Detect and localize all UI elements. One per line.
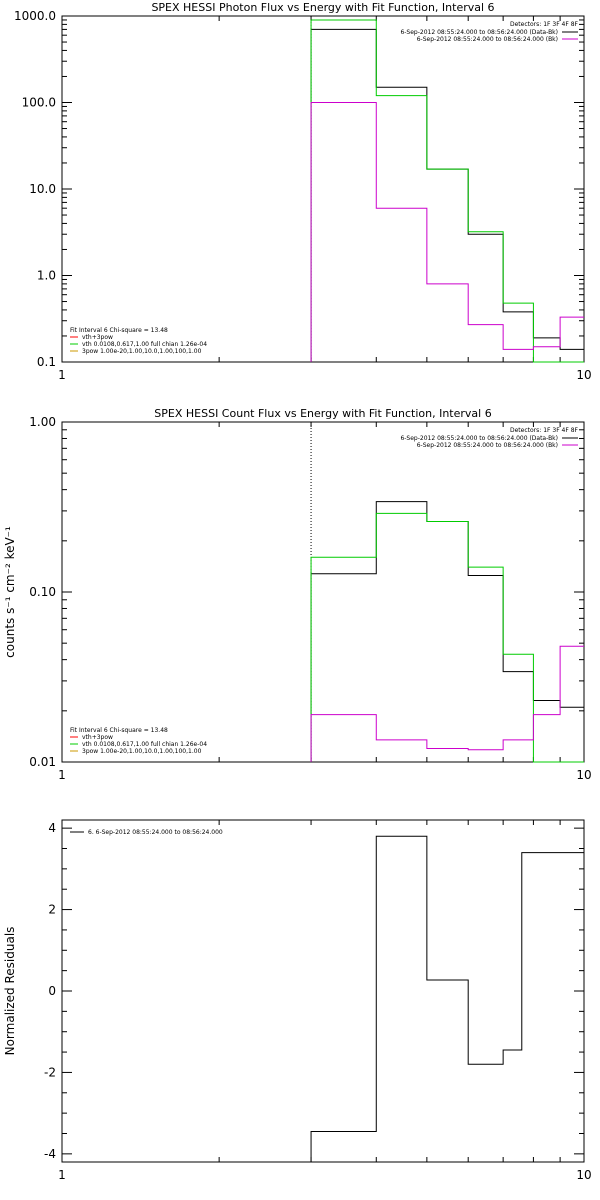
- series-line-1-0: [310, 501, 584, 762]
- y-tick-label-1: 1.00: [29, 415, 56, 429]
- legend-label-2: 6. 6-Sep-2012 08:55:24.000 to 08:56:24.0…: [88, 829, 223, 836]
- legend-fit-label-1: 3pow 1.00e-20,1.00,10.0,1.00,100,1.00: [82, 748, 202, 755]
- y-tick-label-1: 0.01: [29, 755, 56, 769]
- y-axis-label-2: Normalized Residuals: [3, 927, 17, 1056]
- series-line-2-0: [310, 835, 584, 1162]
- legend-fit-label-0: vth 0.0108,0.617,1.00 full chian 1.26e-0…: [82, 341, 207, 348]
- legend-fit-head-1: Fit Interval 6 Chi-square = 13.48: [70, 727, 168, 734]
- x-tick-label-1: 10: [576, 768, 591, 782]
- series-line-0-0: [310, 28, 584, 362]
- y-tick-label-0: 0.1: [37, 355, 56, 369]
- x-tick-label-1: 1: [58, 768, 66, 782]
- chart-title-1: SPEX HESSI Count Flux vs Energy with Fit…: [154, 407, 491, 420]
- plot-frame-1: [61, 421, 585, 763]
- legend-fit-label-1: vth 0.0108,0.617,1.00 full chian 1.26e-0…: [82, 741, 207, 748]
- legend-label-0: 6-Sep-2012 08:55:24.000 to 08:56:24.000 …: [400, 29, 558, 36]
- y-tick-label-0: 10.0: [29, 182, 56, 196]
- chart-title-0: SPEX HESSI Photon Flux vs Energy with Fi…: [151, 1, 494, 14]
- y-tick-label-2: 0: [48, 984, 56, 998]
- legend-fit-label-0: 3pow 1.00e-20,1.00,10.0,1.00,100,1.00: [82, 348, 202, 355]
- legend-detectors-1: Detectors: 1F 3F 4F 8F: [510, 427, 579, 434]
- y-tick-label-1: 0.10: [29, 585, 56, 599]
- y-tick-label-2: -4: [44, 1147, 56, 1161]
- y-tick-label-0: 1000.0: [14, 9, 56, 23]
- y-tick-label-0: 1.0: [37, 269, 56, 283]
- plot-frame-2: [61, 819, 585, 1163]
- y-axis-label-1: counts s⁻¹ cm⁻² keV⁻¹: [3, 526, 17, 658]
- x-tick-label-0: 1: [58, 368, 66, 382]
- x-tick-label-0: 10: [576, 368, 591, 382]
- y-tick-label-2: -2: [44, 1065, 56, 1079]
- legend-label-1: 6-Sep-2012 08:55:24.000 to 08:56:24.000 …: [417, 442, 558, 449]
- series-line-0-2: [310, 102, 584, 362]
- x-tick-label-2: 1: [58, 1168, 66, 1182]
- series-line-0-1: [310, 19, 584, 363]
- y-tick-label-0: 100.0: [22, 96, 56, 110]
- legend-detectors-0: Detectors: 1F 3F 4F 8F: [510, 21, 579, 28]
- legend-fit-label-0: vth+3pow: [82, 334, 113, 341]
- x-tick-label-2: 10: [576, 1168, 591, 1182]
- legend-fit-label-1: vth+3pow: [82, 734, 113, 741]
- legend-label-0: 6-Sep-2012 08:55:24.000 to 08:56:24.000 …: [417, 36, 558, 43]
- series-line-1-1: [310, 512, 584, 763]
- plot-frame-0: [61, 15, 585, 363]
- y-tick-label-2: 4: [48, 821, 56, 835]
- series-line-1-2: [310, 645, 584, 762]
- legend-fit-head-0: Fit Interval 6 Chi-square = 13.48: [70, 327, 168, 334]
- y-tick-label-2: 2: [48, 903, 56, 917]
- legend-label-1: 6-Sep-2012 08:55:24.000 to 08:56:24.000 …: [400, 435, 558, 442]
